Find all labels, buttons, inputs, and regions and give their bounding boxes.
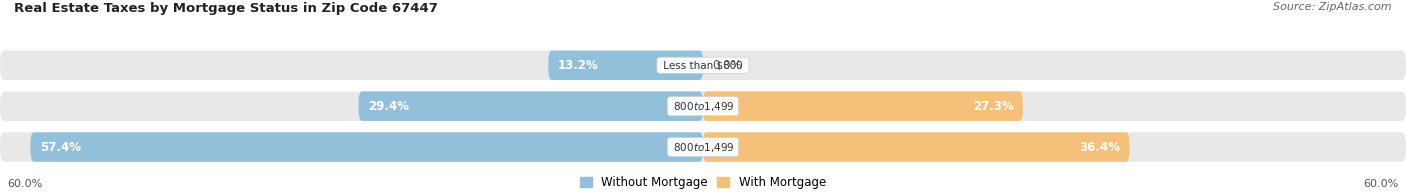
- FancyBboxPatch shape: [0, 91, 1406, 121]
- Text: $800 to $1,499: $800 to $1,499: [671, 100, 735, 113]
- Text: 60.0%: 60.0%: [1364, 179, 1399, 189]
- FancyBboxPatch shape: [548, 51, 703, 80]
- FancyBboxPatch shape: [703, 91, 1024, 121]
- Text: 36.4%: 36.4%: [1080, 141, 1121, 154]
- FancyBboxPatch shape: [31, 132, 703, 162]
- Text: Source: ZipAtlas.com: Source: ZipAtlas.com: [1274, 2, 1392, 12]
- Text: $800 to $1,499: $800 to $1,499: [671, 141, 735, 154]
- Text: 57.4%: 57.4%: [39, 141, 80, 154]
- FancyBboxPatch shape: [359, 91, 703, 121]
- Text: 27.3%: 27.3%: [973, 100, 1014, 113]
- Legend: Without Mortgage, With Mortgage: Without Mortgage, With Mortgage: [581, 176, 825, 189]
- Text: 0.0%: 0.0%: [713, 59, 742, 72]
- FancyBboxPatch shape: [0, 51, 1406, 80]
- Text: Less than $800: Less than $800: [659, 60, 747, 70]
- Text: 13.2%: 13.2%: [558, 59, 599, 72]
- FancyBboxPatch shape: [0, 132, 1406, 162]
- FancyBboxPatch shape: [703, 132, 1129, 162]
- Text: 29.4%: 29.4%: [368, 100, 409, 113]
- Text: Real Estate Taxes by Mortgage Status in Zip Code 67447: Real Estate Taxes by Mortgage Status in …: [14, 2, 437, 15]
- Text: 60.0%: 60.0%: [7, 179, 42, 189]
